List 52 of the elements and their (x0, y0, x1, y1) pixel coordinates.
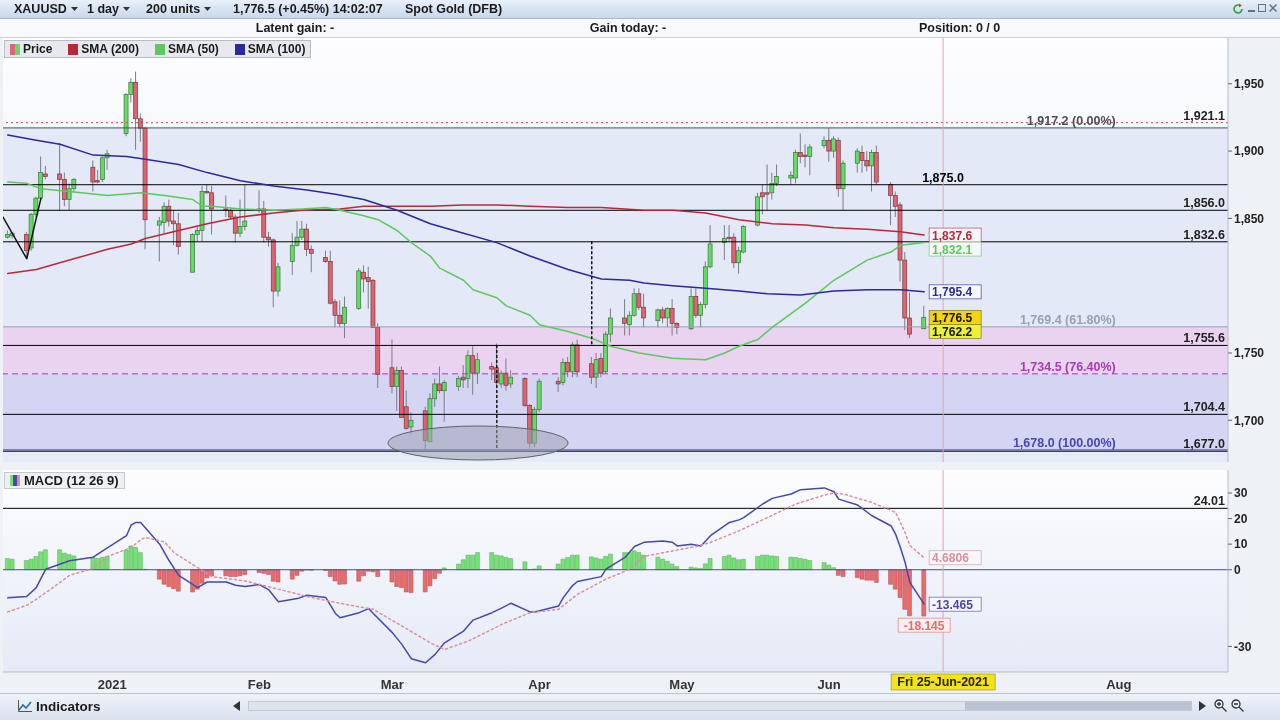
x-tick-label: 2021 (97, 677, 127, 693)
annotation: 1,875.0 (922, 170, 964, 185)
data-label: 1,795.4 (932, 285, 973, 300)
y-tick-label: 30 (1234, 486, 1248, 501)
text: Position: 0 / 0 (919, 21, 1001, 35)
x-tick-label: Mar (380, 677, 404, 693)
y-tick-label: 1,900 (1234, 144, 1265, 159)
data-label: -13.465 (932, 597, 974, 612)
y-tick-label: 0 (1234, 562, 1241, 577)
text: Gain today: - (589, 21, 667, 35)
annotation: 1,917.2 (0.00%) (1026, 113, 1116, 128)
legend-label: Price (22, 42, 53, 56)
text: 200 units (146, 2, 202, 16)
annotation: 1,678.0 (100.00%) (1012, 435, 1116, 450)
text: Latent gain: - (255, 21, 335, 35)
x-tick-label: Apr (528, 677, 551, 693)
text: 1,776.5 (932, 310, 973, 325)
y-tick-label: 1,850 (1234, 211, 1265, 226)
y-tick-label: -30 (1234, 639, 1252, 654)
data-label: 1,837.6 (932, 228, 973, 243)
text: 1 day (87, 2, 120, 16)
data-label: -18.145 (903, 618, 945, 633)
ref-line-label: 1,832.6 (1183, 227, 1226, 242)
x-tick-label: Jun (817, 677, 841, 693)
chart-title: Spot Gold (DFB) (405, 2, 503, 16)
y-tick-label: 20 (1234, 511, 1248, 526)
annotation: 1,734.5 (76.40%) (1019, 359, 1116, 374)
x-tick-label: Aug (1106, 677, 1132, 693)
ref-line-label: 1,677.0 (1183, 437, 1226, 452)
y-tick-label: 1,950 (1234, 77, 1265, 92)
y-tick-label: 10 (1234, 537, 1248, 552)
x-tick-label: May (669, 677, 696, 693)
ref-line-label: 1,921.1 (1183, 108, 1226, 123)
text: XAUUSD (14, 2, 68, 16)
ref-line-label: 24.01 (1193, 494, 1226, 509)
legend-label: SMA (100) (246, 42, 306, 56)
ref-line-label: 1,856.0 (1183, 196, 1226, 211)
data-label: 1,832.1 (932, 242, 973, 257)
y-tick-label: 1,700 (1234, 413, 1265, 428)
chart-title: MACD (12 26 9) (4, 472, 125, 489)
data-label: 4.6806 (932, 551, 970, 566)
annotation: 1,769.4 (61.80%) (1019, 312, 1116, 327)
text: Indicators (36, 699, 101, 714)
x-tick-label: Feb (247, 677, 271, 693)
ref-line-label: Fri 25-Jun-2021 (897, 675, 990, 689)
legend-label: SMA (50) (166, 42, 219, 56)
text: 1,776.5 (+0.45%) 14:02:07 (233, 2, 383, 16)
legend-label: SMA (200) (80, 42, 139, 56)
ref-line-label: 1,755.6 (1183, 331, 1226, 346)
ref-line-label: 1,704.4 (1183, 400, 1226, 415)
annotation: 1,762.2 (932, 324, 973, 339)
y-tick-label: 1,750 (1234, 346, 1265, 361)
